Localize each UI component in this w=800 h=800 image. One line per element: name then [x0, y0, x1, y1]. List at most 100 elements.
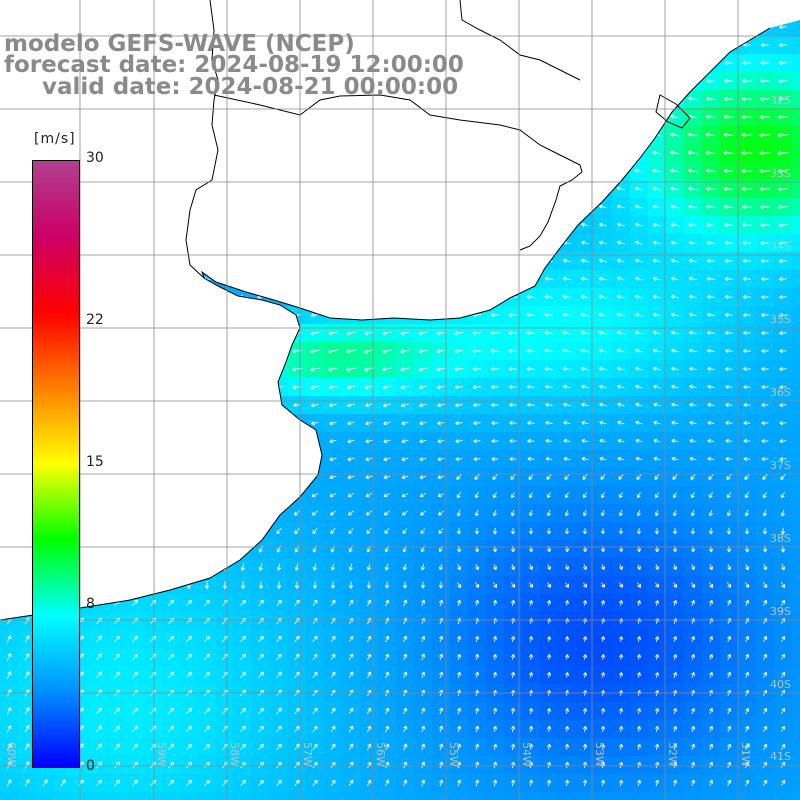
wind-cell: [54, 792, 73, 800]
wind-arrow: [509, 186, 517, 192]
wind-arrow: [257, 204, 265, 210]
wind-arrow: [743, 456, 751, 462]
wind-arrow: [383, 510, 390, 516]
wind-arrow: [95, 510, 103, 516]
wind-arrow: [709, 743, 714, 751]
wind-cell: [396, 288, 415, 307]
wind-arrow: [275, 114, 283, 120]
wind-arrow: [546, 636, 552, 642]
wind-cell: [234, 270, 253, 289]
wind-arrow: [634, 132, 644, 137]
wind-arrow: [763, 725, 768, 733]
wind-arrow: [131, 384, 139, 389]
wind-arrow: [616, 132, 626, 137]
wind-arrow: [348, 528, 354, 535]
wind-cell: [468, 162, 487, 181]
wind-cell: [486, 20, 505, 37]
wind-arrow: [618, 743, 624, 750]
wind-arrow: [745, 743, 750, 751]
wind-cell: [558, 144, 577, 163]
wind-cell: [180, 324, 199, 343]
wind-arrow: [510, 635, 516, 642]
wind-arrow: [239, 204, 247, 210]
wind-cell: [180, 360, 199, 379]
wind-arrow: [185, 222, 193, 228]
wind-arrow: [759, 150, 771, 156]
wind-arrow: [709, 707, 714, 714]
wind-cell: [522, 72, 541, 91]
wind-arrow: [6, 7, 13, 11]
wind-arrow: [421, 599, 426, 607]
wind-arrow: [455, 276, 463, 282]
wind-arrow: [456, 491, 461, 499]
wind-arrow: [616, 204, 625, 209]
wind-cell: [288, 126, 307, 145]
wind-cell: [738, 20, 757, 37]
wind-arrow: [759, 168, 771, 174]
wind-cell: [792, 108, 800, 127]
wind-arrow: [581, 222, 589, 227]
wind-cell: [324, 216, 343, 235]
wind-arrow: [636, 672, 642, 678]
wind-arrow: [77, 114, 85, 120]
wind-arrow: [240, 7, 247, 11]
wind-arrow: [131, 671, 139, 679]
wind-cell: [270, 504, 289, 523]
wind-arrow: [708, 527, 714, 535]
wind-cell: [90, 126, 109, 145]
wind-arrow: [365, 456, 373, 462]
wind-arrow: [474, 599, 480, 607]
wind-arrow: [688, 258, 697, 263]
wind-arrow: [132, 7, 138, 11]
wind-arrow: [687, 132, 698, 137]
wind-cell: [270, 324, 289, 343]
wind-arrow: [582, 672, 588, 678]
wind-arrow: [493, 564, 498, 571]
wind-arrow: [400, 403, 409, 408]
wind-cell: [216, 270, 235, 289]
wind-cell: [252, 108, 271, 127]
wind-arrow: [23, 96, 31, 102]
wind-arrow: [257, 258, 265, 264]
wind-arrow: [330, 707, 336, 715]
wind-arrow: [580, 312, 590, 317]
wind-cell: [144, 378, 163, 397]
wind-arrow: [690, 671, 696, 678]
wind-cell: [90, 468, 109, 487]
wind-arrow: [691, 743, 696, 751]
wind-arrow: [473, 258, 481, 264]
wind-arrow: [670, 294, 679, 299]
wind-arrow: [600, 654, 606, 660]
wind-cell: [108, 486, 127, 505]
wind-arrow: [689, 42, 697, 47]
wind-arrow: [367, 707, 372, 715]
wind-cell: [144, 468, 163, 487]
wind-arrow: [724, 60, 734, 66]
wind-arrow: [222, 527, 228, 535]
wind-cell: [162, 108, 181, 127]
wind-arrow: [328, 331, 338, 336]
wind-arrow: [367, 725, 372, 733]
wind-arrow: [59, 114, 67, 120]
wind-arrow: [492, 725, 498, 733]
wind-arrow: [275, 186, 283, 192]
wind-arrow: [724, 276, 733, 282]
wind-cell: [180, 378, 199, 397]
wind-cell: [162, 504, 181, 523]
wind-cell: [486, 72, 505, 91]
wind-cell: [342, 144, 361, 163]
wind-arrow: [256, 366, 266, 372]
wind-arrow: [113, 492, 121, 498]
wind-cell: [234, 162, 253, 181]
wind-arrow: [149, 258, 157, 264]
wind-arrow: [131, 168, 139, 174]
wind-arrow: [600, 600, 606, 606]
wind-cell: [342, 162, 361, 181]
wind-arrow: [545, 114, 553, 120]
wind-arrow: [436, 349, 446, 354]
wind-arrow: [311, 24, 319, 30]
wind-arrow: [383, 204, 391, 210]
wind-arrow: [779, 312, 787, 318]
wind-arrow: [598, 312, 608, 317]
wind-arrow: [490, 384, 499, 390]
